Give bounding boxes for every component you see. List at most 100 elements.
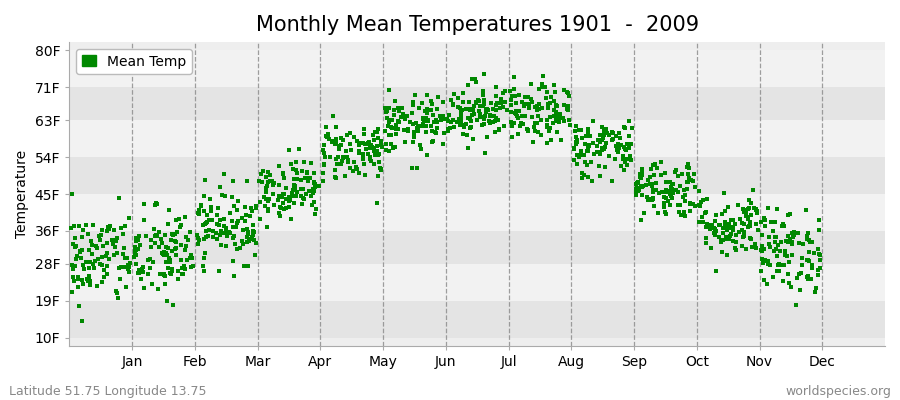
Point bbox=[809, 285, 824, 291]
Point bbox=[384, 132, 399, 138]
Point bbox=[129, 261, 143, 268]
Point bbox=[328, 175, 343, 181]
Point bbox=[198, 177, 212, 184]
Point bbox=[800, 274, 814, 280]
Point bbox=[437, 116, 452, 122]
Point bbox=[741, 214, 755, 221]
Point bbox=[226, 273, 240, 279]
Point bbox=[144, 237, 158, 243]
Point bbox=[503, 108, 517, 115]
Point bbox=[719, 227, 733, 233]
Point bbox=[117, 245, 131, 252]
Point bbox=[572, 126, 587, 133]
Point bbox=[115, 230, 130, 237]
Point bbox=[511, 108, 526, 114]
Point bbox=[293, 176, 308, 183]
Point bbox=[118, 222, 132, 229]
Point bbox=[102, 256, 116, 262]
Point bbox=[476, 92, 491, 99]
Point bbox=[370, 148, 384, 155]
Point bbox=[236, 240, 250, 247]
Point bbox=[672, 208, 687, 215]
Point bbox=[550, 102, 564, 109]
Point bbox=[295, 201, 310, 208]
Point bbox=[371, 135, 385, 141]
Point bbox=[427, 138, 441, 144]
Point bbox=[652, 210, 666, 216]
Point bbox=[302, 178, 316, 184]
Point bbox=[724, 217, 738, 223]
Point bbox=[426, 138, 440, 144]
Point bbox=[356, 154, 370, 160]
Point bbox=[429, 117, 444, 124]
Point bbox=[749, 206, 763, 212]
Point bbox=[761, 261, 776, 268]
Point bbox=[716, 236, 730, 243]
Point bbox=[89, 244, 104, 251]
Point bbox=[532, 106, 546, 112]
Point bbox=[454, 119, 469, 125]
Point bbox=[284, 160, 299, 167]
Point bbox=[801, 257, 815, 263]
Point bbox=[464, 124, 478, 130]
Point bbox=[570, 140, 584, 147]
Point bbox=[76, 262, 91, 269]
Point bbox=[130, 270, 145, 276]
Point bbox=[645, 181, 660, 187]
Point bbox=[724, 225, 739, 232]
Point bbox=[85, 242, 99, 248]
Point bbox=[178, 234, 193, 240]
Point bbox=[134, 276, 148, 282]
Point bbox=[326, 113, 340, 120]
Point bbox=[520, 128, 535, 134]
Point bbox=[258, 203, 273, 210]
Point bbox=[590, 142, 605, 149]
Point bbox=[575, 170, 590, 176]
Point bbox=[296, 194, 310, 201]
Point bbox=[363, 154, 377, 160]
Point bbox=[307, 180, 321, 186]
Point bbox=[785, 238, 799, 245]
Point bbox=[683, 208, 698, 214]
Point bbox=[812, 227, 826, 234]
Point bbox=[272, 181, 286, 188]
Point bbox=[177, 266, 192, 272]
Point bbox=[753, 218, 768, 225]
Point bbox=[652, 190, 666, 196]
Point bbox=[247, 229, 261, 236]
Point bbox=[235, 238, 249, 244]
Point bbox=[253, 216, 267, 222]
Point bbox=[483, 120, 498, 126]
Point bbox=[440, 128, 454, 135]
Point bbox=[537, 83, 552, 90]
Point bbox=[556, 86, 571, 93]
Point bbox=[694, 198, 708, 205]
Point bbox=[148, 200, 163, 206]
Point bbox=[612, 144, 626, 151]
Point bbox=[550, 129, 564, 135]
Point bbox=[379, 140, 393, 147]
Point bbox=[662, 179, 677, 185]
Point bbox=[518, 101, 533, 107]
Point bbox=[503, 88, 517, 94]
Point bbox=[203, 208, 218, 214]
Point bbox=[92, 233, 106, 240]
Point bbox=[446, 101, 461, 107]
Point bbox=[578, 159, 592, 165]
Point bbox=[609, 147, 624, 153]
Point bbox=[782, 280, 796, 287]
Point bbox=[300, 174, 314, 181]
Point bbox=[552, 118, 566, 125]
Point bbox=[177, 246, 192, 253]
Point bbox=[547, 82, 562, 88]
Point bbox=[107, 237, 122, 244]
Point bbox=[716, 224, 730, 231]
Point bbox=[252, 178, 266, 184]
Point bbox=[333, 160, 347, 167]
Point bbox=[385, 125, 400, 131]
Point bbox=[580, 142, 595, 148]
Point bbox=[539, 95, 554, 102]
Point bbox=[602, 153, 616, 159]
Point bbox=[202, 217, 216, 223]
Point bbox=[699, 196, 714, 202]
